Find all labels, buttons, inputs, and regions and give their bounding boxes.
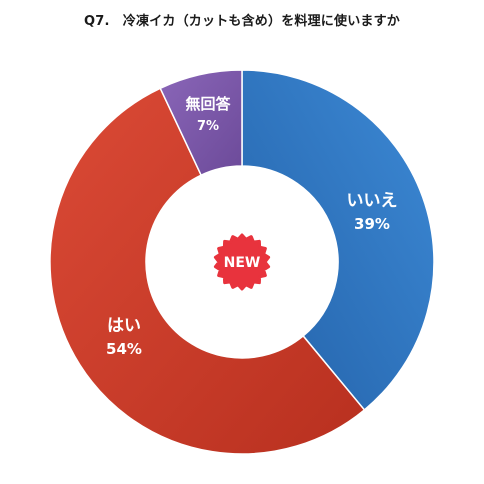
slice-mukaitou [159, 69, 243, 177]
new-badge: NEW [213, 233, 271, 291]
slice-category-label: いいえ [347, 191, 398, 211]
new-badge-seal-icon [213, 233, 271, 291]
slice-value-label: 39% [354, 215, 390, 233]
slice-category-label: はい [107, 316, 141, 336]
slice-iie [241, 69, 435, 411]
slice-hai [49, 87, 366, 455]
slice-value-label: 7% [197, 119, 219, 134]
slice-category-label: 無回答 [185, 95, 231, 113]
chart-title: Q7. 冷凍イカ（カットも含め）を料理に使いますか [83, 14, 401, 29]
slice-value-label: 54% [106, 340, 142, 358]
new-badge-label: NEW [224, 255, 261, 271]
